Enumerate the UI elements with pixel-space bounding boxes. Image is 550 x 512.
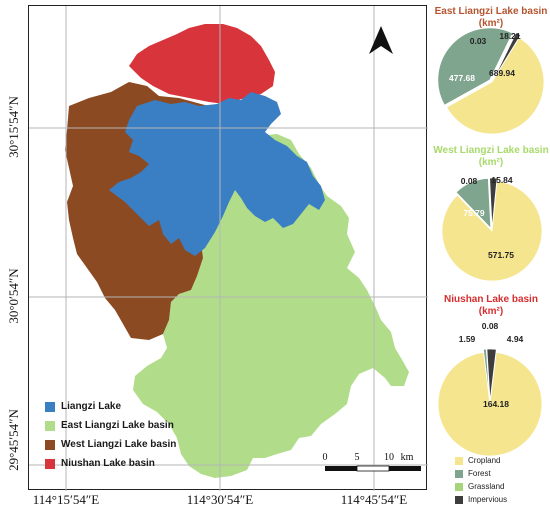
pie-3-label-impervious: 4.94 bbox=[506, 334, 524, 344]
pie-legend-swatch bbox=[455, 456, 463, 465]
pie-3-title-block: Niushan Lake basin (km²) bbox=[432, 294, 550, 318]
pie-2-label-grassland: 0.08 bbox=[460, 176, 478, 186]
pie-2-label-cropland: 571.75 bbox=[488, 250, 514, 260]
map-legend-item: Niushan Lake basin bbox=[45, 454, 176, 473]
map-legend-item: East Liangzi Lake basin bbox=[45, 416, 176, 435]
pie-legend-label: Impervious bbox=[468, 495, 508, 504]
pie-legend-swatch bbox=[455, 469, 463, 478]
pie-1-title-block: East Liangzi Lake basin (km²) bbox=[432, 6, 550, 30]
lon-label-1: 114°15′54″E bbox=[32, 492, 100, 507]
scale-label-0: 0 bbox=[322, 452, 328, 463]
pie-3-slice-impervious bbox=[486, 348, 497, 402]
pie-legend-swatch bbox=[455, 495, 463, 504]
pie-3-label-cropland: 164.18 bbox=[483, 399, 509, 409]
pie-legend-item: Forest bbox=[455, 467, 507, 480]
pie-2-slice-cropland bbox=[441, 180, 543, 282]
lat-label-2: 30°0′54″N bbox=[6, 268, 21, 324]
scale-label-5: 5 bbox=[354, 452, 360, 463]
map-legend: Liangzi Lake East Liangzi Lake basin West … bbox=[45, 397, 176, 473]
pie-1-unit: (km²) bbox=[478, 18, 504, 29]
north-arrow-icon bbox=[369, 26, 393, 54]
pie-legend-swatch bbox=[455, 482, 463, 491]
lat-label-1: 30°15′54″N bbox=[6, 96, 21, 158]
pie-2-title-block: West Liangzi Lake basin (km²) bbox=[432, 145, 550, 169]
pie-2-label-forest: 75.79 bbox=[463, 208, 485, 218]
map-frame: Liangzi Lake East Liangzi Lake basin West … bbox=[28, 5, 428, 491]
legend-swatch bbox=[45, 420, 55, 431]
legend-swatch bbox=[45, 401, 55, 412]
east-liangzi-basin-area bbox=[133, 134, 409, 478]
scale-unit: km bbox=[400, 452, 414, 463]
pie-legend-item: Cropland bbox=[455, 454, 507, 467]
lon-label-3: 114°45′54″E bbox=[340, 492, 408, 507]
scale-bar bbox=[325, 465, 421, 472]
pie-2-slice-grassland bbox=[488, 177, 493, 229]
pie-1-slice-cropland bbox=[445, 37, 545, 135]
legend-label: Niushan Lake basin bbox=[61, 458, 155, 469]
pie-3-label-grassland: 0.08 bbox=[481, 321, 499, 331]
pie-3-title: Niushan Lake basin bbox=[444, 294, 538, 305]
pie-1-label-grassland: 0.03 bbox=[469, 36, 487, 46]
pie-legend-label: Cropland bbox=[468, 456, 501, 465]
pie-1-label-impervious: 18.21 bbox=[499, 31, 521, 41]
pie-legend-label: Forest bbox=[468, 469, 491, 478]
legend-swatch bbox=[45, 439, 55, 450]
lat-label-3: 29°45′54″N bbox=[6, 409, 21, 471]
legend-label: Liangzi Lake bbox=[61, 401, 122, 412]
legend-swatch bbox=[45, 458, 55, 469]
legend-label: East Liangzi Lake basin bbox=[61, 420, 174, 431]
liangzi-lake-area bbox=[109, 92, 325, 256]
pie-1-label-forest: 477.68 bbox=[449, 73, 475, 83]
pie-3-slice-grassland bbox=[486, 348, 491, 402]
basin-map bbox=[29, 6, 428, 491]
pie-2-label-impervious: 15.84 bbox=[491, 175, 513, 185]
niushan-basin-area bbox=[129, 24, 275, 104]
scale-label-10: 10 bbox=[384, 452, 394, 463]
map-legend-item: West Liangzi Lake basin bbox=[45, 435, 176, 454]
pie-3-unit: (km²) bbox=[478, 306, 504, 317]
map-legend-item: Liangzi Lake bbox=[45, 397, 176, 416]
pie-2-unit: (km²) bbox=[478, 157, 504, 168]
pie-legend-label: Grassland bbox=[468, 482, 505, 491]
pie-1-label-cropland: 689.94 bbox=[489, 68, 515, 78]
lon-label-2: 114°30′54″E bbox=[186, 492, 254, 507]
legend-label: West Liangzi Lake basin bbox=[61, 439, 177, 450]
pie-legend-item: Impervious bbox=[455, 493, 507, 506]
pie-1-title: East Liangzi Lake basin bbox=[434, 6, 548, 17]
pie-3-label-forest: 1.59 bbox=[458, 334, 476, 344]
pie-legend-item: Grassland bbox=[455, 480, 507, 493]
pie-2-title: West Liangzi Lake basin bbox=[433, 145, 549, 156]
pie-2-slice-impervious bbox=[489, 177, 498, 229]
pie-3-slice-forest bbox=[482, 348, 491, 402]
pie-legend: Cropland Forest Grassland Impervious bbox=[455, 454, 507, 506]
